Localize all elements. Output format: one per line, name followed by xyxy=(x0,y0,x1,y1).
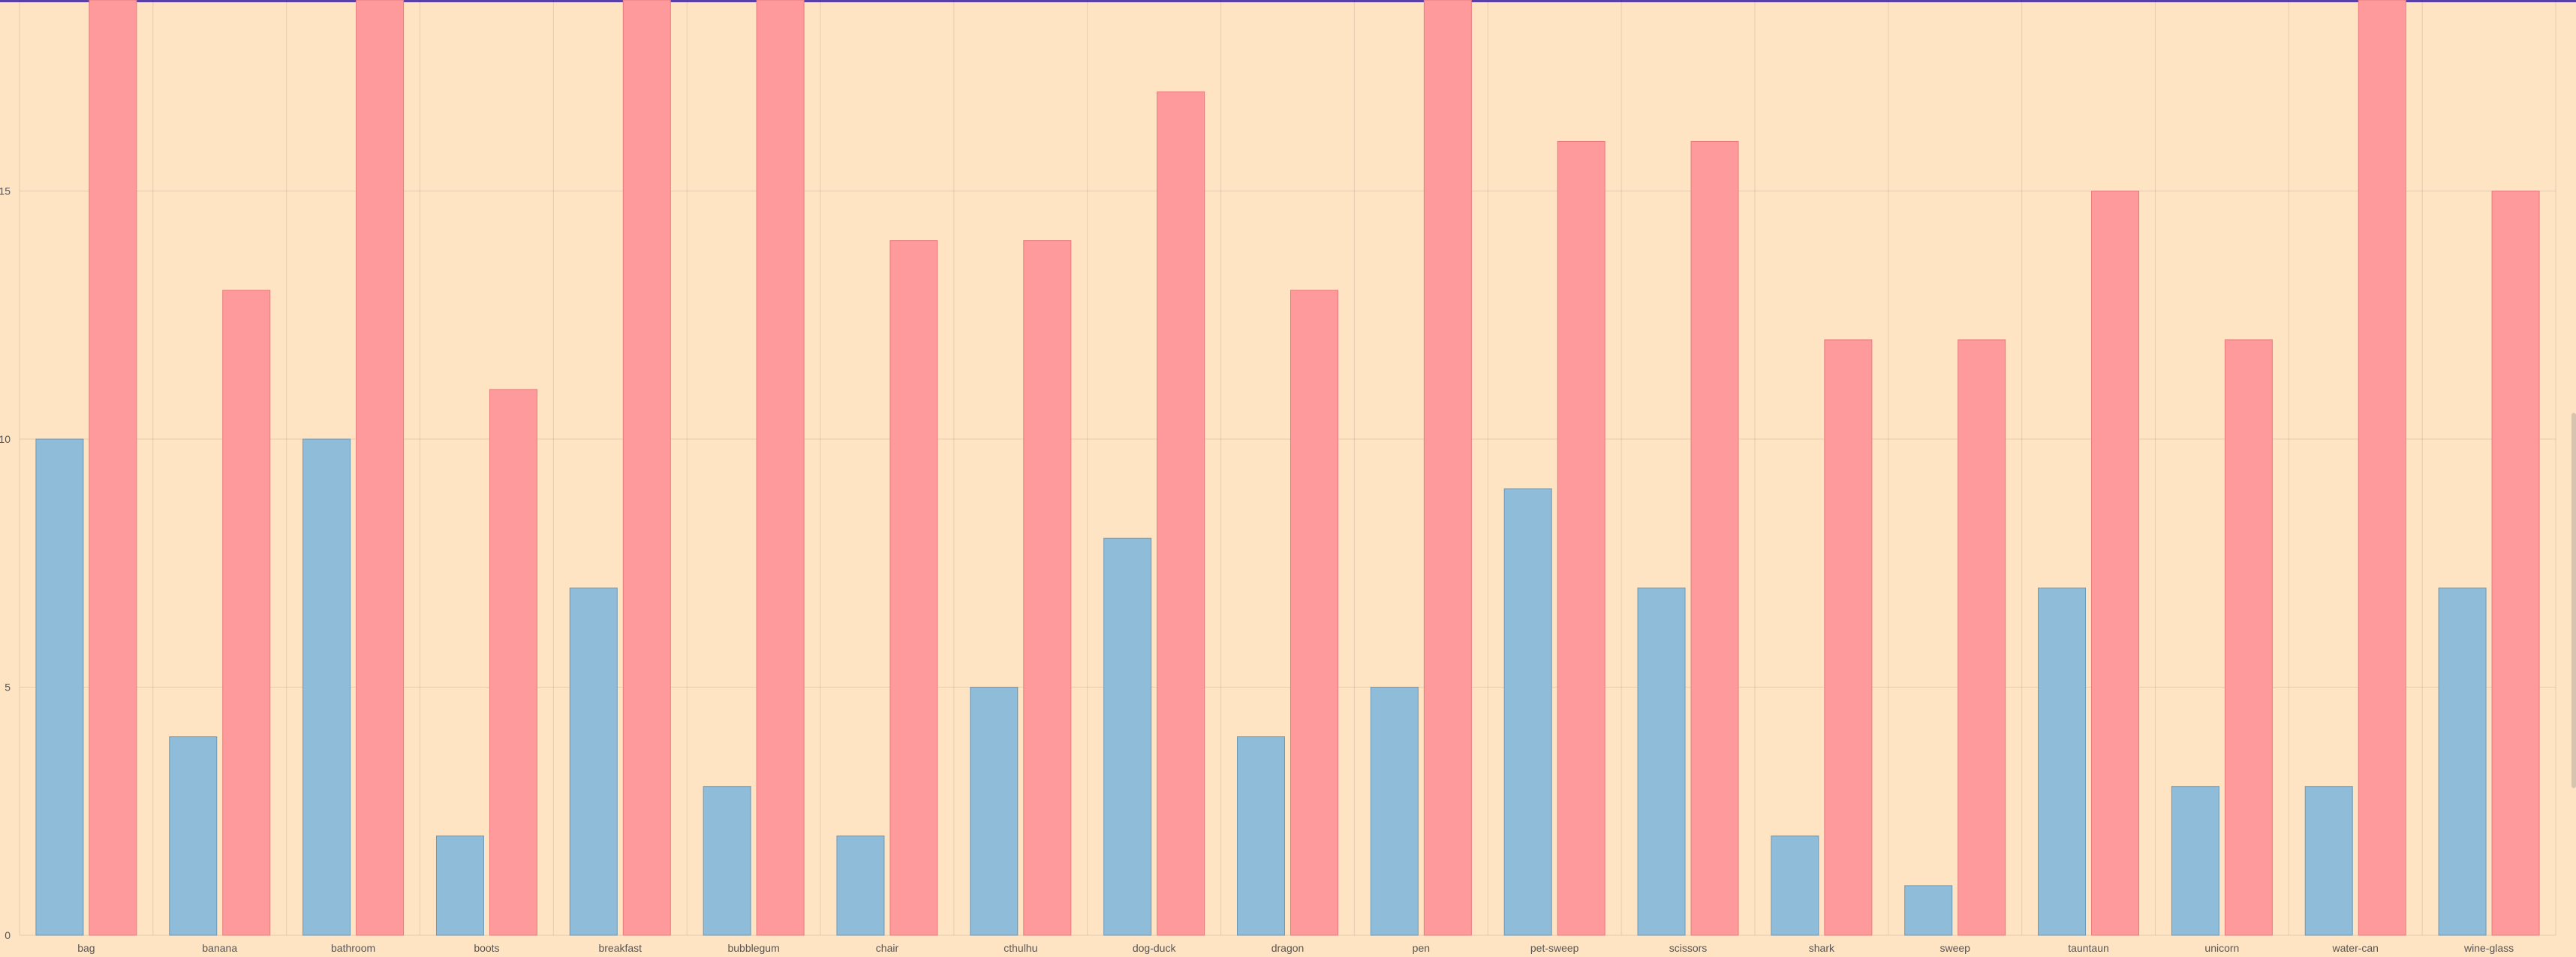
bar-series-blue-boots[interactable] xyxy=(435,835,484,936)
x-tick-label-water-can: water-can xyxy=(2332,942,2379,954)
bar-series-blue-banana[interactable] xyxy=(169,736,218,936)
x-tick-label-banana: banana xyxy=(202,942,237,954)
x-tick-label-bag: bag xyxy=(77,942,95,954)
bar-series-red-water-can[interactable] xyxy=(2358,0,2406,936)
bar-series-blue-scissors[interactable] xyxy=(1637,587,1686,936)
bar-series-blue-breakfast[interactable] xyxy=(569,587,618,936)
bar-series-red-bag[interactable] xyxy=(89,0,137,936)
x-tick-label-boots: boots xyxy=(474,942,499,954)
bar-series-blue-dog-duck[interactable] xyxy=(1103,537,1152,936)
x-tick-label-unicorn: unicorn xyxy=(2204,942,2239,954)
bar-series-red-scissors[interactable] xyxy=(1690,140,1739,936)
x-tick-label-shark: shark xyxy=(1809,942,1835,954)
top-accent-bar xyxy=(0,0,2576,2)
bar-series-blue-unicorn[interactable] xyxy=(2171,786,2219,936)
bars-layer xyxy=(35,0,2540,936)
bar-series-red-unicorn[interactable] xyxy=(2224,339,2273,936)
x-tick-label-bubblegum: bubblegum xyxy=(727,942,779,954)
bar-series-red-boots[interactable] xyxy=(489,389,537,936)
bar-series-blue-tauntaun[interactable] xyxy=(2038,587,2087,936)
x-tick-label-dragon: dragon xyxy=(1271,942,1305,954)
bar-series-blue-shark[interactable] xyxy=(1771,835,1819,936)
bar-series-blue-water-can[interactable] xyxy=(2304,786,2353,936)
bar-series-red-dog-duck[interactable] xyxy=(1157,91,1205,936)
x-tick-label-sweep: sweep xyxy=(1940,942,1970,954)
y-tick-label: 5 xyxy=(5,681,11,693)
bar-series-red-tauntaun[interactable] xyxy=(2091,190,2140,936)
bar-series-red-cthulhu[interactable] xyxy=(1023,240,1072,936)
x-tick-label-breakfast: breakfast xyxy=(598,942,642,954)
bar-series-red-sweep[interactable] xyxy=(1958,339,2006,936)
x-tick-label-scissors: scissors xyxy=(1669,942,1708,954)
bar-series-blue-dragon[interactable] xyxy=(1237,736,1285,936)
bar-series-blue-bag[interactable] xyxy=(35,438,84,936)
y-tick-label: 0 xyxy=(5,929,11,941)
x-tick-label-bathroom: bathroom xyxy=(331,942,375,954)
y-axis: 0 5 10 15 xyxy=(0,185,11,941)
x-axis: bag banana bathroom boots breakfast bubblegum… xyxy=(77,942,2514,954)
bar-series-blue-sweep[interactable] xyxy=(1904,885,1953,936)
y-tick-label: 15 xyxy=(0,185,11,197)
bar-series-red-breakfast[interactable] xyxy=(622,0,671,936)
bar-series-red-shark[interactable] xyxy=(1824,339,1873,936)
bar-series-blue-bubblegum[interactable] xyxy=(703,786,751,936)
x-tick-label-chair: chair xyxy=(876,942,899,954)
y-tick-label: 10 xyxy=(0,433,11,445)
bar-series-blue-pen[interactable] xyxy=(1370,686,1419,936)
x-tick-label-pen: pen xyxy=(1413,942,1430,954)
bar-series-red-wine-glass[interactable] xyxy=(2491,190,2540,936)
bar-series-blue-bathroom[interactable] xyxy=(302,438,351,936)
bar-series-red-dragon[interactable] xyxy=(1290,290,1338,936)
bar-series-blue-chair[interactable] xyxy=(836,835,885,936)
x-tick-label-pet-sweep: pet-sweep xyxy=(1530,942,1579,954)
bar-series-red-bathroom[interactable] xyxy=(356,0,405,936)
bar-series-red-pet-sweep[interactable] xyxy=(1557,140,1605,936)
bar-series-red-bubblegum[interactable] xyxy=(756,0,805,936)
bar-series-blue-pet-sweep[interactable] xyxy=(1503,488,1552,936)
bar-series-red-banana[interactable] xyxy=(222,290,271,936)
bar-series-red-chair[interactable] xyxy=(889,240,938,936)
x-tick-label-cthulhu: cthulhu xyxy=(1004,942,1037,954)
bar-series-blue-wine-glass[interactable] xyxy=(2438,587,2487,936)
x-tick-label-dog-duck: dog-duck xyxy=(1133,942,1177,954)
bar-series-red-pen[interactable] xyxy=(1423,0,1472,936)
grid-layer xyxy=(19,0,2556,936)
x-tick-label-wine-glass: wine-glass xyxy=(2463,942,2514,954)
x-tick-label-tauntaun: tauntaun xyxy=(2068,942,2109,954)
vertical-scrollbar[interactable] xyxy=(2571,413,2576,788)
bar-series-blue-cthulhu[interactable] xyxy=(970,686,1019,936)
